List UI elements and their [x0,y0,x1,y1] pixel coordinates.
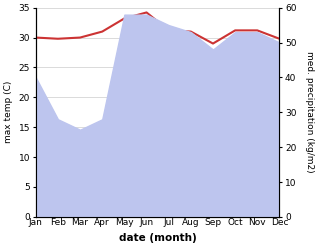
Y-axis label: max temp (C): max temp (C) [4,81,13,144]
X-axis label: date (month): date (month) [119,233,197,243]
Y-axis label: med. precipitation (kg/m2): med. precipitation (kg/m2) [305,51,314,173]
